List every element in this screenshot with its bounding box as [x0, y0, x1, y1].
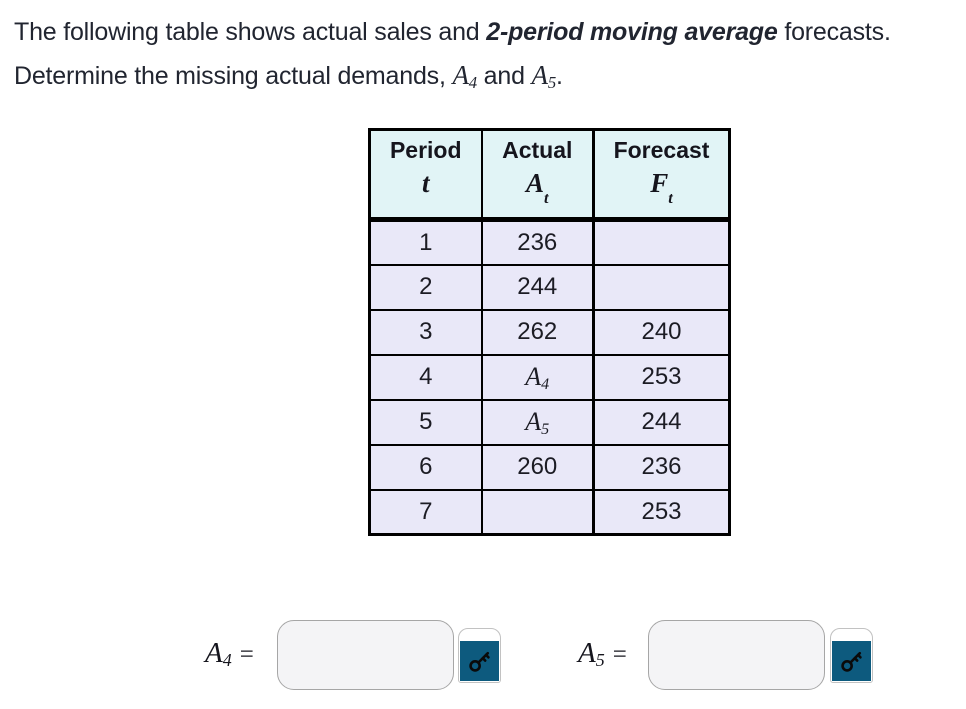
actual-cell: 244	[480, 263, 595, 311]
table-row: 3 262 240	[368, 308, 731, 356]
statement-emphasis: 2-period moving average	[486, 18, 778, 46]
actual-cell	[480, 488, 595, 536]
math-var: A4	[525, 362, 550, 394]
a5-answer-key-button[interactable]	[830, 628, 873, 683]
table-row: 6 260 236	[368, 443, 731, 491]
statement-text: forecasts.	[777, 18, 891, 46]
sales-forecast-table: Period t Actual At Forecast Ft 1 236 2 244 3…	[368, 128, 731, 537]
math-var-a5: A5	[531, 60, 557, 93]
problem-statement-line1: The following table shows actual sales a…	[14, 18, 891, 47]
statement-text: Determine the missing actual demands,	[14, 62, 453, 90]
period-cell: 1	[368, 218, 483, 266]
table-body: 1 236 2 244 3 262 240 4 A4 253 5 A5 244 6 260 236 7 253	[368, 218, 731, 536]
period-cell: 2	[368, 263, 483, 311]
a4-answer-input[interactable]	[277, 620, 454, 690]
actual-cell: 260	[480, 443, 595, 491]
col-header-actual: Actual At	[480, 128, 595, 223]
period-cell: 7	[368, 488, 483, 536]
actual-cell: 236	[480, 218, 595, 266]
col-header-forecast: Forecast Ft	[592, 128, 731, 223]
statement-text: and	[476, 62, 532, 90]
forecast-cell	[592, 218, 731, 266]
key-button-face	[832, 641, 871, 681]
actual-cell: A5	[480, 398, 595, 446]
key-button-face	[460, 641, 499, 681]
forecast-cell	[592, 263, 731, 311]
key-icon	[468, 651, 490, 672]
actual-cell: 262	[480, 308, 595, 356]
period-cell: 3	[368, 308, 483, 356]
forecast-cell: 253	[592, 488, 731, 536]
table-row: 4 A4 253	[368, 353, 731, 401]
math-var: A5	[525, 407, 550, 439]
actual-cell: A4	[480, 353, 595, 401]
a5-answer-input[interactable]	[648, 620, 825, 690]
col-header-period: Period t	[368, 128, 483, 223]
table-row: 5 A5 244	[368, 398, 731, 446]
period-cell: 6	[368, 443, 483, 491]
table-header-row: Period t Actual At Forecast Ft	[368, 128, 731, 223]
answer-label-a5: A5 =	[578, 637, 627, 671]
period-cell: 4	[368, 353, 483, 401]
forecast-cell: 244	[592, 398, 731, 446]
table-row: 7 253	[368, 488, 731, 536]
a4-answer-key-button[interactable]	[458, 628, 501, 683]
math-var-a4: A4	[452, 60, 477, 93]
answer-label-a4: A4 =	[205, 637, 254, 671]
statement-text: The following table shows actual sales a…	[14, 18, 487, 46]
forecast-cell: 253	[592, 353, 731, 401]
forecast-cell: 236	[592, 443, 731, 491]
forecast-cell: 240	[592, 308, 731, 356]
table-row: 2 244	[368, 263, 731, 311]
statement-text: .	[556, 62, 563, 90]
table-row: 1 236	[368, 218, 731, 266]
key-icon	[840, 651, 862, 672]
period-cell: 5	[368, 398, 483, 446]
problem-statement-line2: Determine the missing actual demands, A4…	[14, 60, 563, 93]
